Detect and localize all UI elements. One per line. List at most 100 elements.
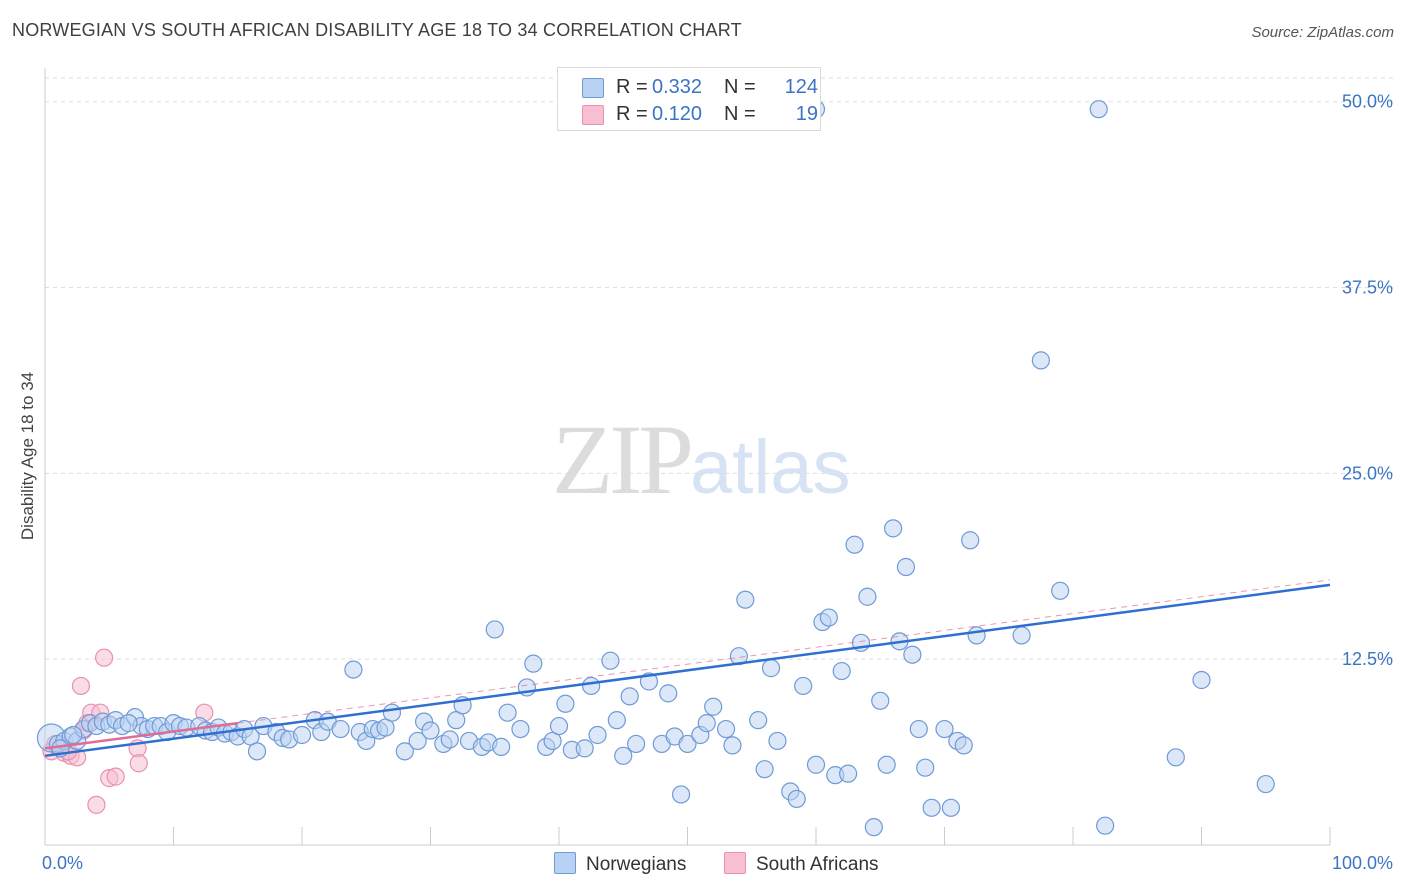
norwegians-point bbox=[819, 608, 838, 627]
legend-n-value: 19 bbox=[795, 103, 818, 125]
norwegians-point bbox=[864, 818, 883, 837]
legend-n-label: N = bbox=[724, 103, 756, 125]
south-africans-point bbox=[71, 676, 91, 696]
norwegians-point bbox=[935, 719, 954, 739]
norwegians-point bbox=[967, 626, 986, 645]
norwegians-point bbox=[601, 651, 620, 670]
grid-lines bbox=[45, 77, 1395, 660]
legend-r-value: 0.120 bbox=[652, 103, 703, 125]
x-tick-label: 100.0% bbox=[1332, 853, 1393, 873]
norwegians-point bbox=[607, 711, 626, 730]
norwegians-point bbox=[620, 687, 639, 706]
legend-n-label: N = bbox=[724, 76, 756, 98]
chart-title: NORWEGIAN VS SOUTH AFRICAN DISABILITY AG… bbox=[12, 20, 742, 40]
norwegians-point bbox=[761, 659, 781, 678]
norwegians-point bbox=[440, 730, 459, 749]
norwegians-point bbox=[839, 764, 858, 783]
series-legend-norwegians: Norwegians bbox=[554, 852, 686, 876]
norwegians-point bbox=[941, 798, 961, 817]
norwegians-point bbox=[704, 697, 723, 716]
norwegians-point bbox=[1089, 100, 1108, 119]
norwegians-point bbox=[659, 684, 678, 703]
norwegians-point bbox=[1192, 670, 1211, 690]
norwegians-point bbox=[896, 557, 916, 577]
norwegians-point bbox=[556, 694, 575, 713]
legend-n-value: 124 bbox=[784, 76, 818, 98]
norwegians-point bbox=[395, 742, 414, 761]
norwegians-point bbox=[344, 660, 363, 679]
norwegians-point bbox=[511, 719, 530, 739]
south-africans-point bbox=[106, 767, 125, 786]
norwegians-point bbox=[408, 731, 427, 751]
trend-lines bbox=[44, 579, 1331, 758]
norwegians-point bbox=[671, 785, 691, 804]
norwegians-point bbox=[492, 737, 511, 756]
x-tick-label: 0.0% bbox=[42, 853, 83, 873]
norwegians-point bbox=[1256, 774, 1275, 794]
norwegians-point bbox=[1031, 351, 1050, 370]
series-swatch-south-africans bbox=[724, 852, 746, 874]
norwegians-point bbox=[768, 731, 787, 751]
legend-r-label: R = bbox=[616, 76, 648, 98]
axes bbox=[44, 68, 1331, 846]
norwegians-point bbox=[678, 734, 697, 754]
series-label-south-africans: South Africans bbox=[756, 854, 879, 875]
norwegians-point bbox=[787, 789, 806, 809]
norwegians-point bbox=[961, 531, 980, 550]
legend-swatch-norwegians bbox=[582, 78, 604, 98]
south-africans-point bbox=[95, 648, 114, 667]
y-tick-label: 50.0% bbox=[1342, 92, 1393, 112]
norwegians-point bbox=[883, 519, 903, 538]
south-africans-point bbox=[129, 754, 148, 773]
norwegians-point bbox=[832, 661, 851, 681]
tick-labels: 12.5% 25.0% 37.5% 50.0% 0.0% 100.0% bbox=[42, 92, 1393, 873]
norwegians-point bbox=[916, 758, 935, 777]
norwegians-point bbox=[247, 742, 267, 761]
series-label-norwegians: Norwegians bbox=[586, 854, 687, 875]
norwegians-point bbox=[755, 760, 774, 779]
stats-legend: R = 0.332 N = 124 R = 0.120 N = 19 bbox=[557, 67, 821, 131]
norwegians-point bbox=[1051, 581, 1070, 600]
norwegians-point bbox=[549, 716, 569, 736]
y-axis-label: Disability Age 18 to 34 bbox=[18, 371, 37, 541]
series-legend-south-africans: South Africans bbox=[724, 852, 879, 876]
norwegians-point bbox=[749, 711, 768, 730]
norwegians-trend-line bbox=[44, 583, 1331, 758]
norwegians-point bbox=[331, 719, 350, 739]
norwegians-point bbox=[382, 703, 402, 722]
series-swatch-norwegians bbox=[554, 852, 576, 874]
norwegians-point bbox=[524, 654, 543, 673]
norwegians-point bbox=[582, 676, 601, 696]
norwegians-point bbox=[1166, 748, 1185, 767]
norwegians-point bbox=[909, 719, 928, 739]
norwegians-point bbox=[575, 739, 594, 758]
norwegians-point bbox=[64, 725, 83, 745]
norwegians-point bbox=[588, 725, 607, 745]
legend-swatch-south-africans bbox=[582, 105, 604, 125]
norwegians-point bbox=[794, 676, 813, 696]
watermark-atlas: atlas bbox=[690, 425, 851, 510]
south-africans-trend-extension bbox=[237, 579, 1331, 724]
y-tick-label: 25.0% bbox=[1342, 463, 1393, 483]
norwegians-point bbox=[736, 590, 755, 609]
y-tick-label: 37.5% bbox=[1342, 278, 1393, 298]
norwegians-point bbox=[877, 755, 896, 774]
norwegians-point bbox=[903, 645, 922, 664]
norwegians-point bbox=[421, 721, 440, 740]
south-africans-point bbox=[87, 795, 106, 814]
norwegians-point bbox=[614, 746, 633, 765]
norwegians-point bbox=[723, 736, 742, 755]
source-credit: Source: ZipAtlas.com bbox=[1251, 24, 1394, 41]
norwegians-point bbox=[498, 703, 517, 722]
legend-r-value: 0.332 bbox=[652, 76, 703, 98]
norwegians-point bbox=[292, 725, 312, 745]
norwegians-point bbox=[922, 798, 941, 817]
norwegians-point bbox=[845, 535, 864, 554]
legend-r-label: R = bbox=[616, 103, 648, 125]
norwegians-point bbox=[1012, 626, 1031, 645]
norwegians-point bbox=[1096, 816, 1115, 835]
norwegians-point bbox=[626, 734, 646, 754]
watermark-zip: ZIP bbox=[552, 404, 694, 515]
south-africans-trend-line bbox=[44, 721, 238, 750]
